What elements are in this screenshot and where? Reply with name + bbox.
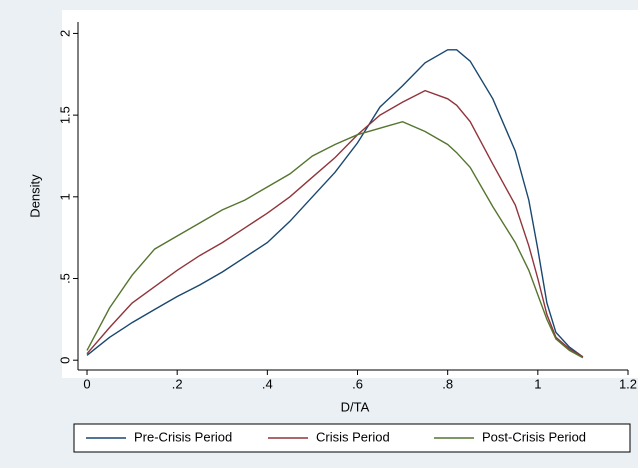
x-tick-label: 1.2	[619, 376, 637, 391]
x-tick-label: .8	[442, 376, 453, 391]
x-axis-title: D/TA	[341, 399, 370, 414]
y-axis-title: Density	[27, 174, 42, 218]
y-tick-label: 1.5	[57, 106, 72, 124]
series-line	[86, 120, 584, 359]
x-tick-label: .4	[262, 376, 273, 391]
y-tick-label: .5	[57, 273, 72, 284]
legend-box	[73, 423, 631, 453]
legend-label: Pre-Crisis Period	[134, 429, 232, 444]
legend-label: Crisis Period	[316, 429, 390, 444]
x-tick-label: 1	[534, 376, 541, 391]
y-tick-label: 2	[57, 30, 72, 37]
series-line	[86, 49, 584, 358]
y-tick-label: 1	[57, 193, 72, 200]
series-line	[86, 89, 584, 358]
x-tick-label: .6	[352, 376, 363, 391]
x-tick-label: .2	[172, 376, 183, 391]
y-tick-label: 0	[57, 357, 72, 364]
plot-region	[62, 10, 638, 378]
legend-label: Post-Crisis Period	[482, 429, 586, 444]
x-tick-label: 0	[83, 376, 90, 391]
